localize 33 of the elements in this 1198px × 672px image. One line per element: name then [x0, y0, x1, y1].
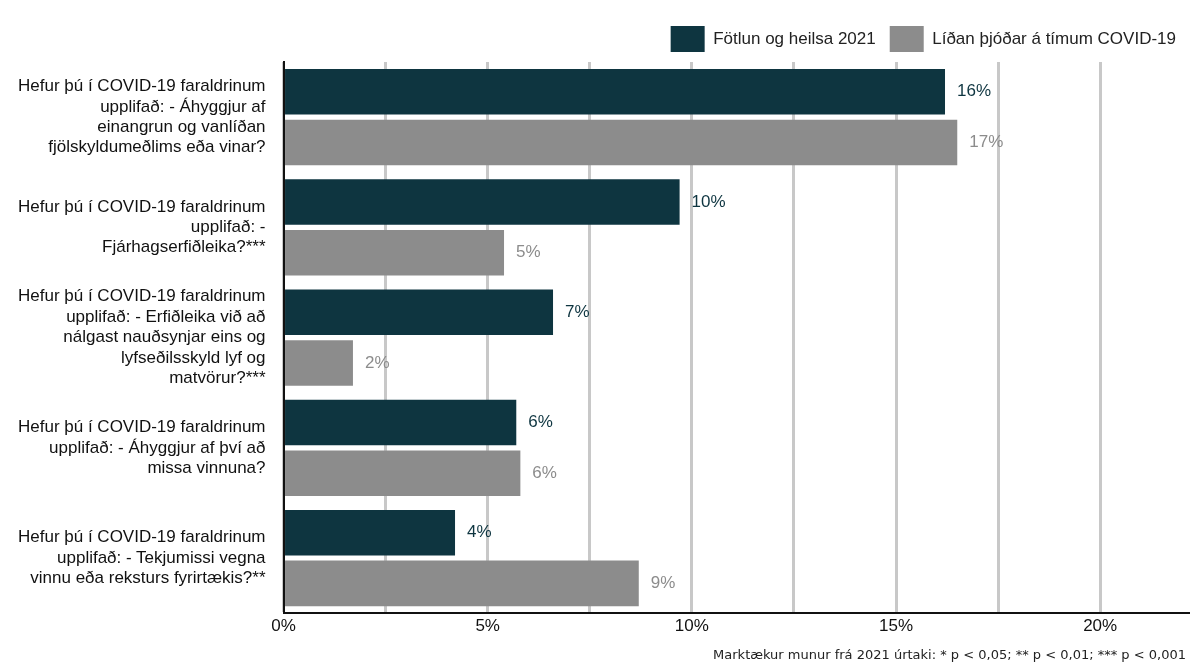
bar: [285, 68, 946, 115]
x-tick-label: 5%: [475, 616, 500, 636]
data-label: 4%: [467, 522, 492, 542]
y-tick-label: Hefur þú í COVID-19 faraldrinum upplifað: - Fjárhagserfiðleika?***: [17, 196, 266, 257]
bar: [285, 229, 505, 276]
y-tick-label: Hefur þú í COVID-19 faraldrinum upplifað: - Erfiðleika við að nálgast nauðsynjar eins og lyfseðilsskyld lyf og matvörur?***: [17, 286, 266, 388]
bar: [285, 340, 353, 386]
data-label: 5%: [516, 242, 541, 262]
bar: [285, 450, 521, 497]
y-tick-label: Hefur þú í COVID-19 faraldrinum upplifað: - Áhyggjur af einangrun og vanlíðan fjölskyldumeðlims eða vinar?: [17, 76, 266, 157]
text: Marktækur munur frá 2021 úrtaki: * p < 0,05; ** p < 0,01; *** p < 0,001: [713, 646, 1186, 662]
x-tick-label: 0%: [271, 616, 296, 636]
x-tick-label: 10%: [674, 616, 709, 636]
x-tick-label: 20%: [1083, 616, 1118, 636]
bar: [285, 399, 517, 446]
bar: [285, 119, 958, 166]
y-tick-label: Hefur þú í COVID-19 faraldrinum upplifað: - Tekjumissi vegna vinnu eða reksturs fyrirtækis?**: [17, 527, 267, 588]
legend-label: Líðan þjóðar á tímum COVID-19: [932, 28, 1176, 48]
data-label: 6%: [528, 412, 553, 432]
bar: [285, 179, 680, 225]
data-label: 7%: [565, 301, 590, 321]
bar: [285, 289, 554, 336]
legend-label: Fötlun og heilsa 2021: [713, 28, 876, 48]
y-tick-label: Hefur þú í COVID-19 faraldrinum upplifað: - Áhyggjur af því að missa vinnuna?: [17, 417, 266, 477]
bar: [285, 560, 639, 607]
data-label: 6%: [532, 462, 557, 482]
data-label: 9%: [650, 573, 676, 593]
data-label: 10%: [691, 191, 726, 211]
data-label: 2%: [364, 352, 390, 372]
data-label: 16%: [957, 81, 992, 101]
bar: [285, 509, 456, 556]
x-tick-label: 15%: [879, 616, 914, 636]
data-label: 17%: [969, 132, 1004, 152]
